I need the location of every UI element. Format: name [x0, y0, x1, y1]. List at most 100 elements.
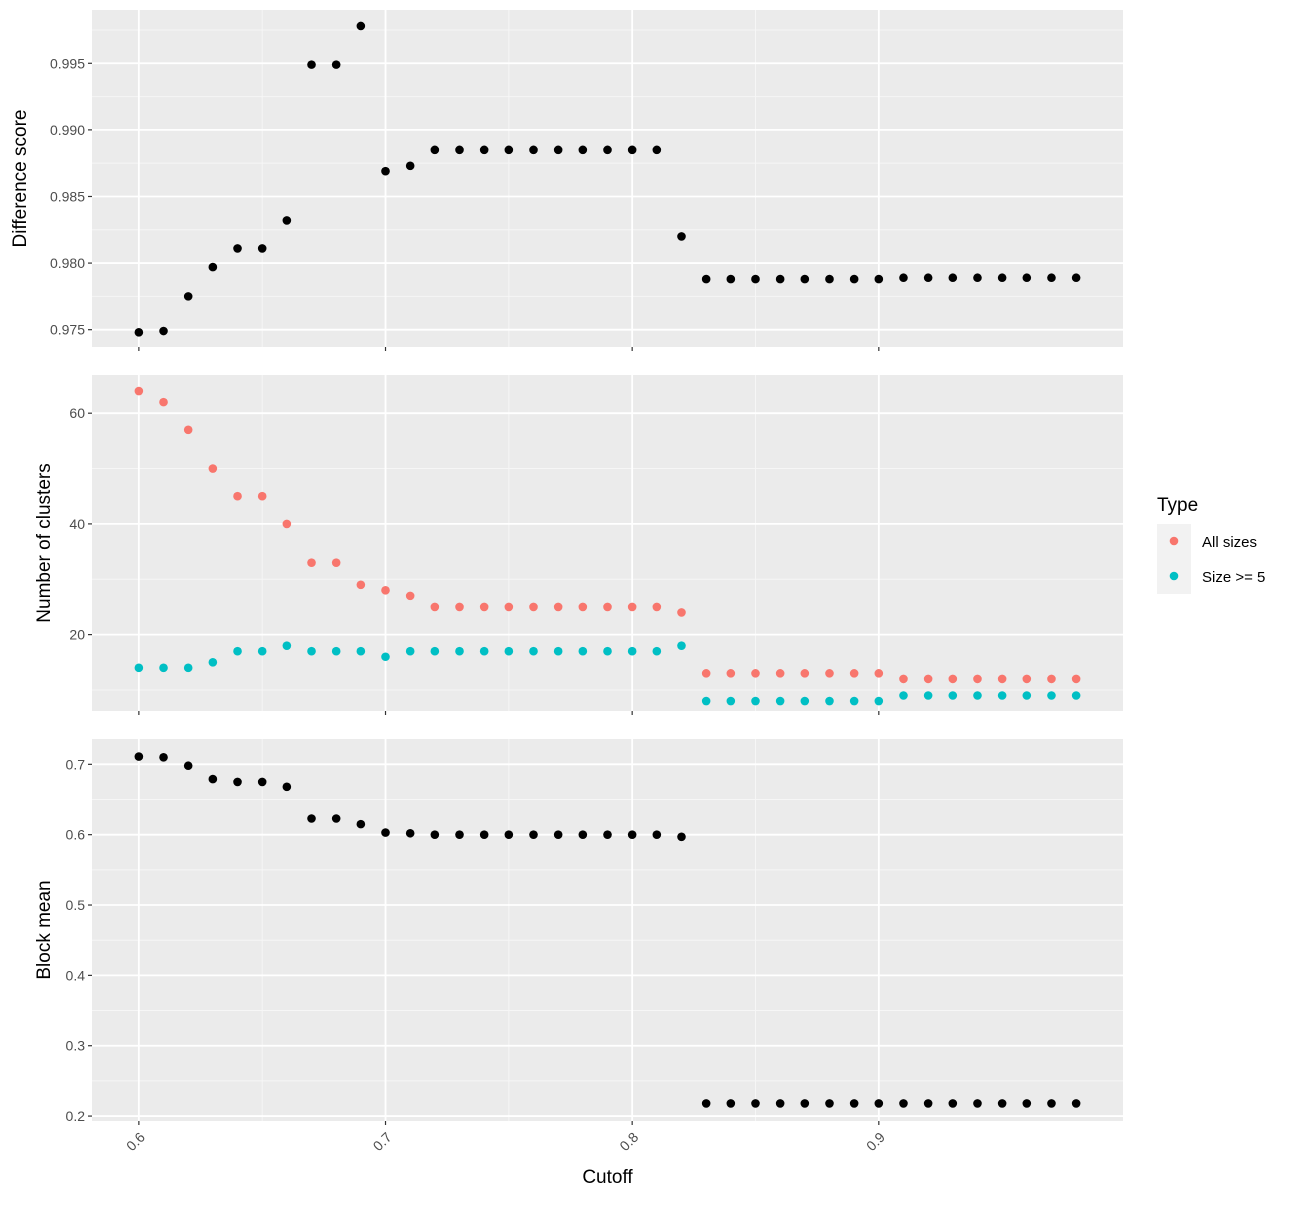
y-tick-label: 0.995: [50, 55, 85, 71]
data-point: [356, 819, 366, 829]
data-point: [948, 674, 958, 684]
data-point: [923, 674, 933, 684]
panel-2: 20 40 60 Number of clusters: [34, 375, 1123, 715]
data-point: [331, 60, 341, 69]
data-point: [997, 273, 1007, 283]
data-point: [405, 591, 415, 601]
series-size-5: [134, 641, 1081, 706]
data-point: [529, 145, 538, 155]
data-point: [1071, 273, 1081, 283]
data-point: [923, 691, 933, 700]
data-point: [134, 328, 144, 337]
data-point: [159, 326, 168, 336]
data-point: [800, 669, 810, 678]
data-point: [1071, 674, 1081, 684]
data-point: [405, 828, 415, 838]
data-point: [455, 145, 464, 155]
data-point: [627, 646, 637, 656]
data-point: [553, 830, 563, 839]
data-point: [825, 696, 834, 706]
data-point: [529, 602, 538, 612]
data-point: [849, 669, 859, 678]
data-point: [899, 1099, 908, 1108]
data-point: [800, 1099, 810, 1108]
data-point: [405, 161, 415, 171]
data-point: [529, 646, 538, 656]
data-point: [381, 652, 390, 662]
data-point: [775, 696, 785, 706]
data-point: [825, 1099, 834, 1108]
data-point: [1047, 691, 1056, 700]
data-point: [1071, 1099, 1081, 1108]
data-point: [430, 830, 440, 839]
y-tick-label: 0.990: [50, 122, 85, 138]
data-point: [479, 830, 489, 839]
data-point: [134, 663, 144, 673]
data-point: [899, 273, 908, 283]
data-point: [208, 774, 218, 784]
data-point: [701, 696, 711, 706]
data-point: [356, 21, 366, 31]
y-tick-label: 20: [69, 627, 85, 643]
data-point: [775, 669, 785, 678]
legend-symbol: [1169, 536, 1179, 546]
data-point: [553, 602, 563, 612]
data-point: [603, 646, 612, 656]
y-tick-label: 0.985: [50, 188, 85, 204]
data-point: [973, 691, 982, 700]
y-tick-label: 60: [69, 405, 85, 421]
legend-label: Size >= 5: [1202, 569, 1265, 586]
x-tick-label: 0.6: [123, 1129, 148, 1154]
panel-background: [92, 739, 1123, 1121]
data-point: [578, 830, 588, 839]
data-point: [973, 273, 982, 283]
data-point: [627, 830, 637, 839]
y-tick-label: 40: [69, 516, 85, 532]
y-tick-label: 0.6: [66, 827, 86, 843]
data-point: [233, 777, 242, 787]
panel-background: [92, 10, 1123, 347]
data-point: [603, 145, 612, 155]
data-point: [701, 274, 711, 284]
data-point: [775, 274, 785, 284]
panel-background: [92, 375, 1123, 711]
data-point: [578, 145, 588, 155]
data-point: [800, 274, 810, 284]
data-point: [233, 244, 242, 253]
data-point: [282, 216, 292, 225]
series-1: [134, 21, 1081, 337]
data-point: [1022, 1099, 1032, 1108]
data-point: [973, 1099, 982, 1108]
data-point: [627, 602, 637, 612]
data-point: [381, 166, 390, 176]
data-point: [726, 274, 736, 284]
data-point: [553, 646, 563, 656]
legend-title: Type: [1157, 495, 1198, 516]
data-point: [751, 696, 760, 706]
legend: Type All sizes Size >= 5: [1157, 495, 1265, 594]
data-point: [430, 602, 440, 612]
data-point: [479, 145, 489, 155]
data-point: [603, 602, 612, 612]
data-point: [1022, 674, 1032, 684]
data-point: [479, 602, 489, 612]
data-point: [578, 646, 588, 656]
data-point: [307, 60, 316, 69]
y-axis-title: Number of clusters: [34, 463, 55, 622]
data-point: [948, 691, 958, 700]
data-point: [307, 814, 316, 823]
data-point: [331, 814, 341, 823]
data-point: [529, 830, 538, 839]
data-point: [997, 1099, 1007, 1108]
data-point: [874, 1099, 884, 1108]
data-point: [627, 145, 637, 155]
panel-3: 0.2 0.3 0.4 0.5 0.6 0.7 Block mean: [34, 739, 1123, 1125]
data-point: [1022, 273, 1032, 283]
data-point: [257, 777, 267, 787]
data-point: [800, 696, 810, 706]
data-point: [381, 586, 390, 595]
x-axis-title: Cutoff: [582, 1167, 633, 1188]
data-point: [159, 397, 168, 407]
data-point: [331, 558, 341, 567]
y-tick-label: 0.5: [66, 897, 86, 913]
